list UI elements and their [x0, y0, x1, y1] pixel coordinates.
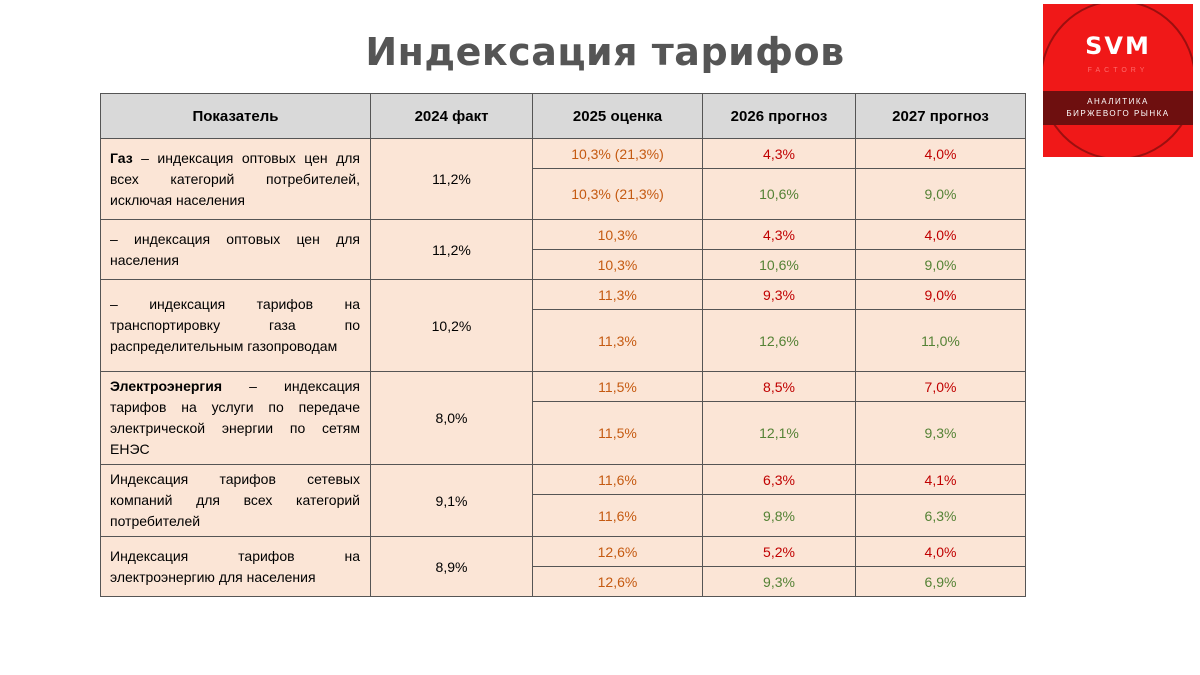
- table-row: 10,3% 10,6% 9,0%: [101, 249, 1026, 280]
- forecast-2027-cell: 6,3%: [855, 494, 1026, 537]
- forecast-2026-cell: 9,8%: [702, 494, 856, 537]
- forecast-2027-cell: 6,9%: [855, 566, 1026, 597]
- row-label: Индексация тарифов на электроэнергию для…: [100, 536, 371, 597]
- fact-2024-cell: 9,1%: [370, 464, 533, 537]
- header-2024-fact: 2024 факт: [370, 93, 533, 139]
- forecast-2026-cell: 12,6%: [702, 309, 856, 372]
- estimate-2025-cell: 11,3%: [532, 279, 703, 310]
- estimate-2025-cell: 11,6%: [532, 463, 703, 496]
- row-label-text: – индексация оптовых цен для всех катего…: [110, 149, 360, 208]
- forecast-2026-cell: 4,3%: [702, 138, 856, 169]
- table-row: 10,3% (21,3%) 10,6% 9,0%: [101, 168, 1026, 220]
- table-row: 11,5% 12,1% 9,3%: [101, 401, 1026, 465]
- fact-2024-cell: 11,2%: [370, 138, 533, 220]
- row-label-bold: Электроэнергия: [110, 378, 223, 394]
- header-indicator: Показатель: [100, 93, 371, 139]
- table-row: – индексация тарифов на транспортировку …: [100, 279, 1026, 372]
- estimate-2025-cell: 11,5%: [532, 401, 703, 465]
- forecast-2026-cell: 10,6%: [702, 249, 856, 280]
- logo-subtitle: FACTORY: [1087, 67, 1149, 74]
- fact-2024-cell: 8,0%: [370, 371, 533, 465]
- table-row: Электроэнергия – индексация тарифов на у…: [100, 370, 1026, 465]
- estimate-2025-cell: 10,3%: [532, 219, 703, 250]
- header-2027-forecast: 2027 прогноз: [855, 93, 1026, 139]
- header-2026-forecast: 2026 прогноз: [702, 93, 856, 139]
- row-label: Электроэнергия – индексация тарифов на у…: [100, 371, 371, 465]
- forecast-2026-cell: 4,3%: [702, 219, 856, 250]
- forecast-2027-cell: 7,0%: [855, 370, 1026, 403]
- forecast-2026-cell: 10,6%: [702, 168, 856, 220]
- forecast-2026-cell: 9,3%: [702, 566, 856, 597]
- forecast-2026-cell: 6,3%: [702, 463, 856, 496]
- row-label: Газ – индексация оптовых цен для всех ка…: [100, 138, 371, 220]
- estimate-2025-cell: 11,6%: [532, 494, 703, 537]
- logo-band-line-2: БИРЖЕВОГО РЫНКА: [1066, 109, 1170, 118]
- estimate-2025-cell: 11,5%: [532, 370, 703, 403]
- table-row: 11,3% 12,6% 11,0%: [101, 309, 1026, 372]
- row-label: – индексация тарифов на транспортировку …: [100, 279, 371, 372]
- forecast-2027-cell: 9,0%: [855, 168, 1026, 220]
- logo-wordmark: SVM: [1085, 32, 1151, 60]
- forecast-2027-cell: 11,0%: [855, 309, 1026, 372]
- forecast-2027-cell: 9,0%: [855, 279, 1026, 310]
- estimate-2025-cell: 11,3%: [532, 309, 703, 372]
- logo-ring: [1043, 4, 1193, 157]
- row-label-text: – индексация оптовых цен для населения: [110, 230, 360, 268]
- estimate-2025-cell: 10,3% (21,3%): [532, 168, 703, 220]
- table-row: 11,6% 9,8% 6,3%: [101, 494, 1026, 537]
- table-row: Индексация тарифов на электроэнергию для…: [100, 536, 1026, 597]
- forecast-2027-cell: 9,0%: [855, 249, 1026, 280]
- forecast-2027-cell: 4,1%: [855, 463, 1026, 496]
- fact-2024-cell: 11,2%: [370, 219, 533, 280]
- header-2025-estimate: 2025 оценка: [532, 93, 703, 139]
- forecast-2026-cell: 12,1%: [702, 401, 856, 465]
- forecast-2027-cell: 4,0%: [855, 536, 1026, 567]
- fact-2024-cell: 10,2%: [370, 279, 533, 372]
- logo-band-line-1: АНАЛИТИКА: [1087, 97, 1149, 106]
- table-row: 12,6% 9,3% 6,9%: [101, 566, 1026, 597]
- fact-2024-cell: 8,9%: [370, 536, 533, 597]
- table-row: Индексация тарифов сетевых компаний для …: [100, 463, 1026, 537]
- estimate-2025-cell: 10,3% (21,3%): [532, 138, 703, 169]
- row-label: Индексация тарифов сетевых компаний для …: [100, 464, 371, 537]
- forecast-2027-cell: 4,0%: [855, 138, 1026, 169]
- estimate-2025-cell: 12,6%: [532, 566, 703, 597]
- table-row: – индексация оптовых цен для населения 1…: [100, 219, 1026, 280]
- forecast-2026-cell: 9,3%: [702, 279, 856, 310]
- brand-logo: SVM FACTORY АНАЛИТИКА БИРЖЕВОГО РЫНКА: [1043, 4, 1193, 157]
- table-header-row: Показатель 2024 факт 2025 оценка 2026 пр…: [100, 93, 1026, 139]
- estimate-2025-cell: 10,3%: [532, 249, 703, 280]
- forecast-2026-cell: 8,5%: [702, 370, 856, 403]
- row-label: – индексация оптовых цен для населения: [100, 219, 371, 280]
- row-label-text: – индексация тарифов на транспортировку …: [110, 296, 360, 354]
- row-label-text: Индексация тарифов на электроэнергию для…: [110, 547, 360, 585]
- row-label-text: – индексация тарифов на услуги по переда…: [110, 378, 360, 457]
- page-title: Индексация тарифов: [365, 30, 845, 74]
- forecast-2027-cell: 9,3%: [855, 401, 1026, 465]
- row-label-text: Индексация тарифов сетевых компаний для …: [110, 471, 360, 529]
- estimate-2025-cell: 12,6%: [532, 536, 703, 567]
- forecast-2026-cell: 5,2%: [702, 536, 856, 567]
- logo-band: АНАЛИТИКА БИРЖЕВОГО РЫНКА: [1043, 91, 1193, 125]
- forecast-2027-cell: 4,0%: [855, 219, 1026, 250]
- row-label-bold: Газ: [110, 149, 133, 166]
- table-row: Газ – индексация оптовых цен для всех ка…: [100, 138, 1026, 220]
- tariff-indexation-table: Показатель 2024 факт 2025 оценка 2026 пр…: [100, 93, 1026, 597]
